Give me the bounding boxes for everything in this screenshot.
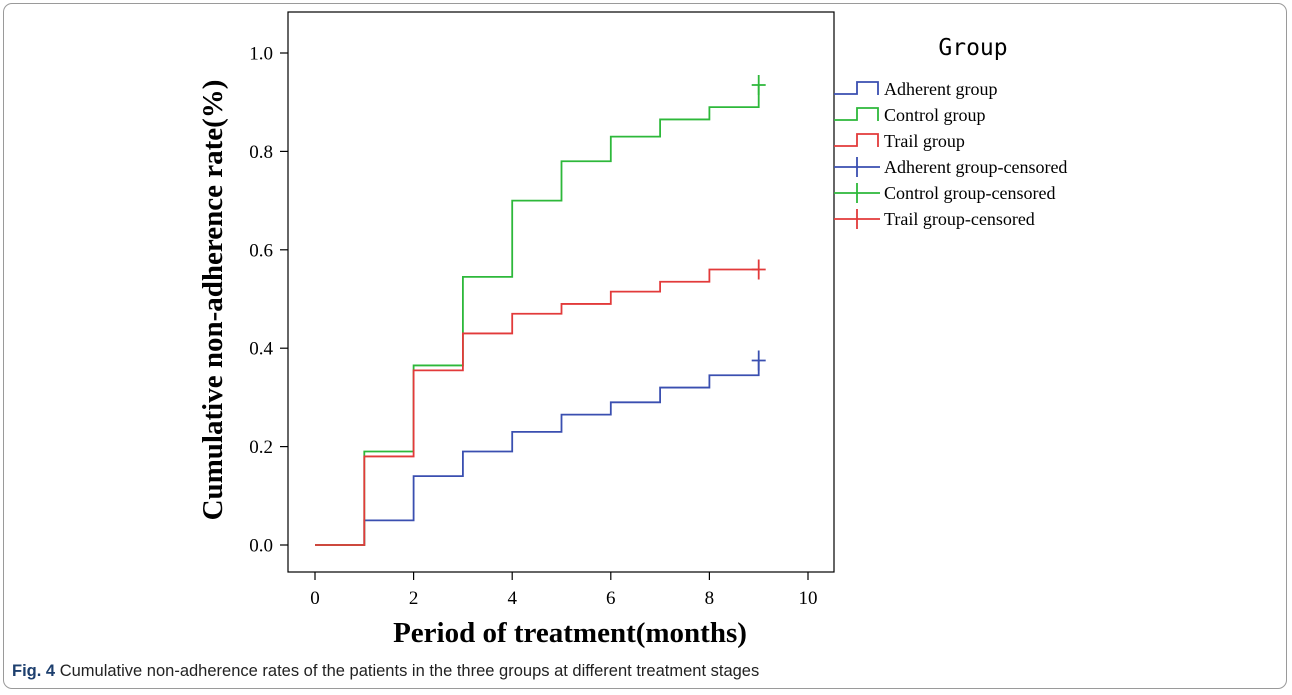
legend-label: Adherent group (884, 79, 997, 99)
x-tick-label: 10 (799, 588, 818, 609)
x-tick-label: 2 (409, 588, 419, 609)
series-line-0 (315, 360, 760, 546)
legend-cross-symbol (834, 209, 880, 229)
legend-label: Control group (884, 105, 986, 125)
legend-title: Group (938, 35, 1007, 61)
censor-mark-1 (751, 74, 766, 95)
figure-caption: Fig. 4 Cumulative non-adherence rates of… (12, 662, 759, 681)
legend-label: Trail group-censored (884, 209, 1035, 229)
x-tick-label: 8 (705, 588, 715, 609)
series-layer (315, 74, 766, 546)
series-line-1 (315, 84, 760, 546)
legend-step-symbol (834, 107, 879, 121)
y-axis-title: Cumulative non-adherence rate(%) (197, 80, 229, 521)
figure-caption-text: Cumulative non-adherence rates of the pa… (59, 662, 760, 680)
y-tick-label: 0.4 (249, 339, 273, 360)
km-chart: 0.0 0.2 0.4 0.6 0.8 1.0 0 2 4 6 8 10 Cumulative no… (197, 11, 1067, 649)
legend-entry: Trail group (834, 131, 965, 151)
legend-entry: Adherent group-censored (834, 157, 1067, 177)
censor-mark-0 (751, 350, 766, 371)
y-axis-ticks: 0.0 0.2 0.4 0.6 0.8 1.0 (249, 44, 288, 557)
legend-label: Control group-censored (884, 183, 1055, 203)
legend-entry: Trail group-censored (834, 209, 1035, 229)
legend: Group Adherent group Control group Trail g… (834, 35, 1067, 229)
y-tick-label: 0.6 (249, 240, 273, 261)
legend-entry: Control group (834, 105, 986, 125)
y-tick-label: 0.0 (249, 536, 273, 557)
legend-step-symbol (834, 81, 879, 95)
legend-cross-symbol (834, 157, 880, 177)
x-axis-title: Period of treatment(months) (393, 617, 747, 649)
legend-entry: Adherent group (834, 79, 997, 99)
legend-label: Trail group (884, 131, 965, 151)
x-tick-label: 4 (507, 588, 517, 609)
legend-entry: Control group-censored (834, 183, 1055, 203)
series-line-2 (315, 268, 759, 546)
y-tick-label: 0.2 (249, 437, 273, 458)
legend-label: Adherent group-censored (884, 157, 1067, 177)
x-axis-ticks: 0 2 4 6 8 10 (310, 572, 818, 609)
legend-cross-symbol (834, 183, 880, 203)
censor-mark-2 (751, 259, 766, 280)
x-tick-label: 0 (310, 588, 320, 609)
y-tick-label: 1.0 (249, 44, 273, 65)
figure-label: Fig. 4 (12, 662, 56, 680)
legend-step-symbol (834, 133, 879, 147)
figure-frame (3, 3, 1287, 689)
y-tick-label: 0.8 (249, 142, 273, 163)
plot-frame (287, 11, 835, 573)
x-tick-label: 6 (606, 588, 616, 609)
